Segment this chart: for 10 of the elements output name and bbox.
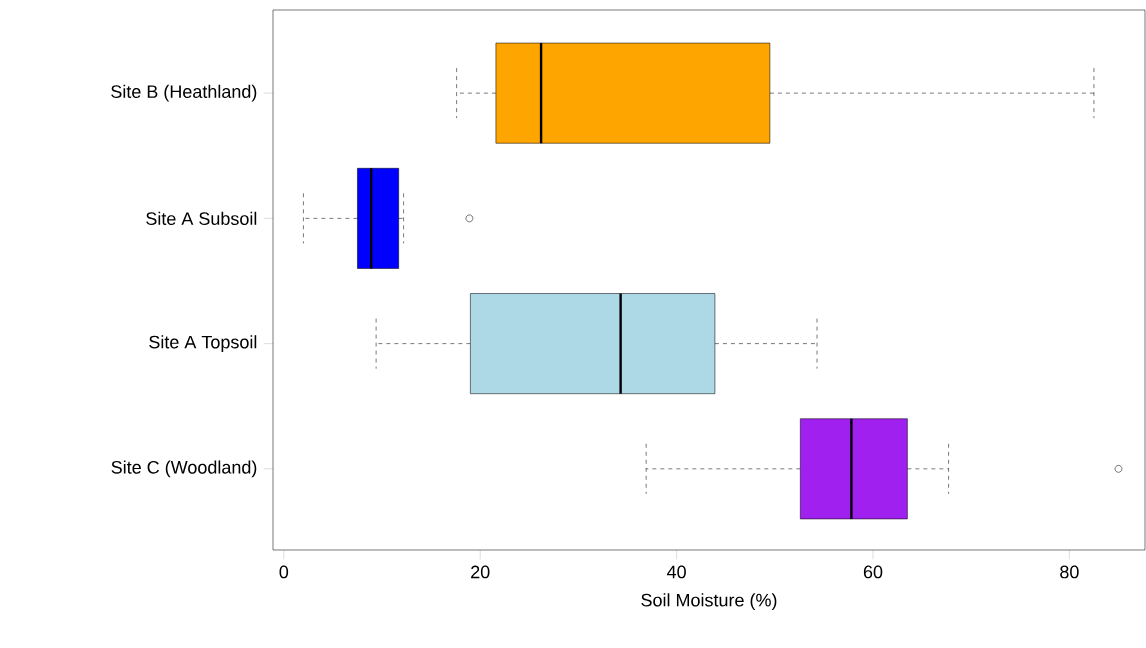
x-tick-label: 40: [667, 565, 686, 579]
y-tick-label: Site A Subsoil: [146, 211, 257, 225]
x-tick-label: 0: [279, 565, 289, 579]
x-tick-label: 80: [1060, 565, 1079, 579]
y-tick-label: Site B (Heathland): [111, 84, 257, 102]
y-tick-label: Site A Topsoil: [149, 335, 257, 353]
x-tick-label: 20: [471, 565, 490, 579]
y-tick-label: Site C (Woodland): [111, 460, 257, 478]
x-axis-title: Soil Moisture (%): [641, 593, 777, 611]
x-tick-label: 60: [863, 565, 883, 579]
